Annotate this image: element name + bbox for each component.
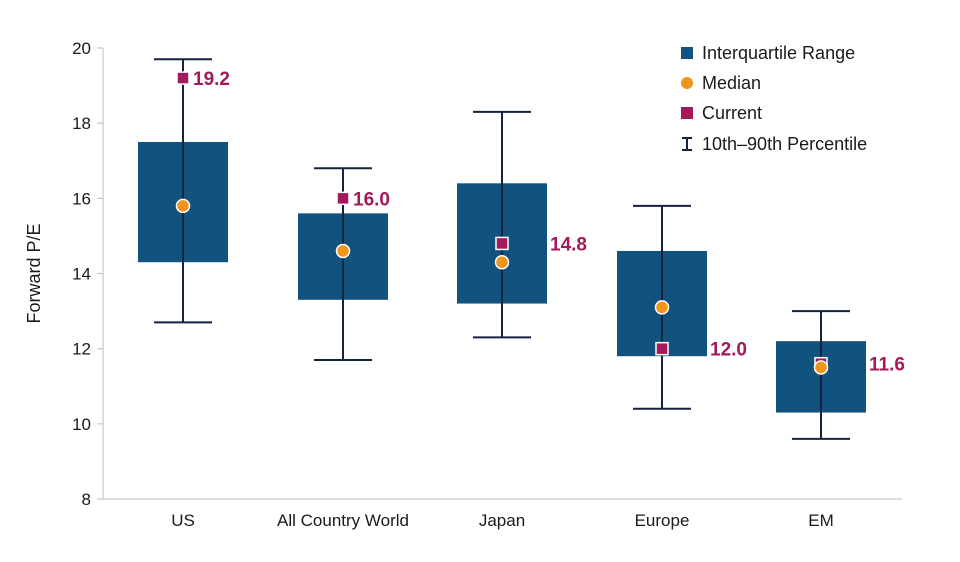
legend-label-median: Median <box>702 73 761 93</box>
current-marker <box>336 191 350 206</box>
x-tick-label: All Country World <box>277 511 409 530</box>
current-value-label: 12.0 <box>710 340 747 361</box>
y-tick-label: 20 <box>72 39 91 58</box>
median-marker <box>494 254 510 270</box>
y-tick-label: 12 <box>72 340 91 359</box>
legend-label-whisker: 10th–90th Percentile <box>702 134 867 154</box>
x-tick-label: US <box>171 511 195 530</box>
y-tick-label: 8 <box>82 490 91 509</box>
median-marker <box>175 198 191 214</box>
current-value-label: 11.6 <box>869 355 905 376</box>
y-axis-label: Forward P/E <box>24 223 44 323</box>
current-value-label: 14.8 <box>550 234 587 255</box>
legend-label-current: Current <box>702 103 762 123</box>
legend-current-swatch <box>681 107 693 119</box>
legend-iqr-swatch <box>681 47 693 59</box>
current-marker <box>495 236 509 251</box>
current-marker <box>655 341 669 356</box>
legend-label-iqr: Interquartile Range <box>702 43 855 63</box>
legend-median-swatch <box>681 77 693 89</box>
y-tick-label: 16 <box>72 189 91 208</box>
y-tick-label: 18 <box>72 114 91 133</box>
y-tick-label: 10 <box>72 415 91 434</box>
median-marker <box>654 300 670 315</box>
x-tick-label: EM <box>808 511 834 530</box>
y-tick-label: 14 <box>72 265 91 284</box>
current-value-label: 19.2 <box>193 69 230 90</box>
current-value-label: 16.0 <box>353 189 390 210</box>
median-marker <box>335 243 351 259</box>
x-tick-label: Japan <box>479 511 525 530</box>
x-tick-label: Europe <box>635 511 690 530</box>
current-marker <box>176 71 190 85</box>
median-marker <box>813 360 829 375</box>
